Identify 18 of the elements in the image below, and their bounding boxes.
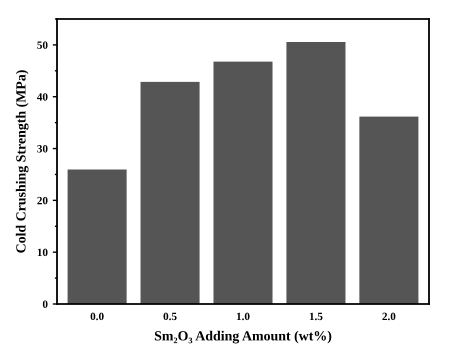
y-tick-label: 40 <box>37 93 48 101</box>
bar <box>286 42 346 304</box>
bar <box>359 116 418 304</box>
bar <box>68 169 127 304</box>
bar <box>140 82 200 304</box>
x-tick-label: 0.5 <box>164 312 177 320</box>
y-tick-label: 10 <box>38 248 48 256</box>
x-tick-label: 1.5 <box>310 312 322 320</box>
y-tick-label: 30 <box>37 145 48 153</box>
y-tick-label: 0 <box>42 300 48 308</box>
y-tick-label: 20 <box>37 196 48 204</box>
y-tick-label: 50 <box>37 41 48 49</box>
x-tick-label: 2.0 <box>382 312 396 320</box>
x-tick-label: 1.0 <box>236 312 250 320</box>
bar <box>213 62 273 304</box>
y-axis-title: Cold Crushing Strength (MPa) <box>16 70 29 253</box>
x-axis-title: Sm₂O₃ Adding Amount (wt%) <box>154 330 332 344</box>
x-tick-label: 0.0 <box>90 312 104 320</box>
